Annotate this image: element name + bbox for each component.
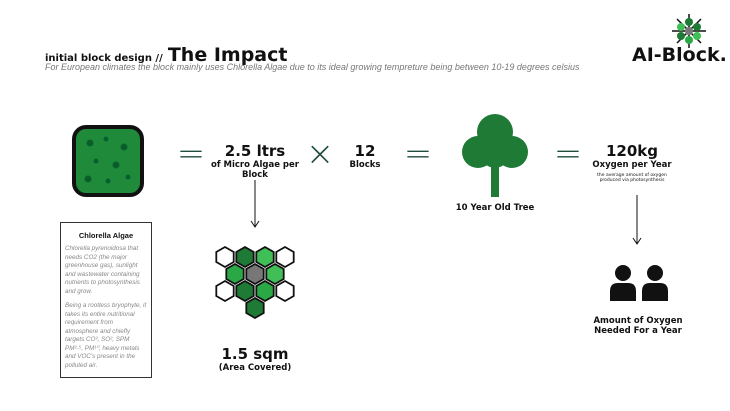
blocks-label: Blocks <box>349 160 381 170</box>
people-icon <box>610 265 668 301</box>
info-box-title: Chlorella Algae <box>78 231 134 240</box>
hex-cell <box>265 262 285 286</box>
oxygen-label: Oxygen per Year <box>592 160 672 170</box>
logo-text: AI-Block. <box>632 44 727 66</box>
hex-cell <box>215 245 235 269</box>
times-sign: × <box>305 134 335 174</box>
blocks: 12 Blocks <box>350 142 381 170</box>
algae-amount-caption: of Micro Algae per Block <box>211 160 299 180</box>
area-value: 1.5 sqm <box>221 345 289 363</box>
info-box: Chlorella Algae Chlorella pyrenoidosa th… <box>60 222 152 378</box>
tree-icon <box>462 114 528 197</box>
algae-icon <box>72 125 144 197</box>
blocks-count: 12 <box>354 142 376 160</box>
kicker: initial block design // <box>45 53 163 64</box>
info-box-paragraph: Chlorella pyrenoidosa that needs CO2 (th… <box>65 245 140 295</box>
hex-cell <box>215 279 235 303</box>
oxygen: 120kg Oxygen per Year the average amount… <box>577 142 687 183</box>
logo-hex-icon <box>672 14 706 48</box>
hex-cluster-icon <box>215 245 295 320</box>
subtitle: For European climates the block mainly u… <box>45 62 580 72</box>
hex-cell <box>255 245 275 269</box>
oxygen-amount: 120kg <box>605 142 659 160</box>
page-title: The Impact <box>167 44 288 66</box>
hex-cell <box>235 245 255 269</box>
hex-cell <box>225 262 245 286</box>
hex-cell <box>275 279 295 303</box>
tree-label: 10 Year Old Tree <box>455 203 535 213</box>
page-heading: initial block design // The Impact <box>45 44 287 66</box>
oxygen-note: the average amount of oxygen produced vi… <box>597 173 667 183</box>
algae-amount-value: 2.5 ltrs <box>224 142 286 160</box>
area-label: (Area Covered) <box>218 363 292 373</box>
algae-amount: 2.5 ltrs of Micro Algae per Block <box>205 142 305 180</box>
arrow-down-icon <box>250 180 260 228</box>
equals-sign: = <box>176 134 206 174</box>
people-label: Amount of Oxygen Needed For a Year <box>593 316 683 336</box>
hex-cell <box>245 262 265 286</box>
arrow-down-icon <box>632 195 642 245</box>
info-box-paragraph: Being a rootless bryophyte, it takes its… <box>65 302 147 369</box>
area: 1.5 sqm (Area Covered) <box>219 345 291 373</box>
hex-cell <box>235 279 255 303</box>
hex-cell <box>255 279 275 303</box>
hex-cell <box>245 296 265 320</box>
equals-sign: = <box>553 134 583 174</box>
hex-cell <box>275 245 295 269</box>
equals-sign: = <box>403 134 433 174</box>
